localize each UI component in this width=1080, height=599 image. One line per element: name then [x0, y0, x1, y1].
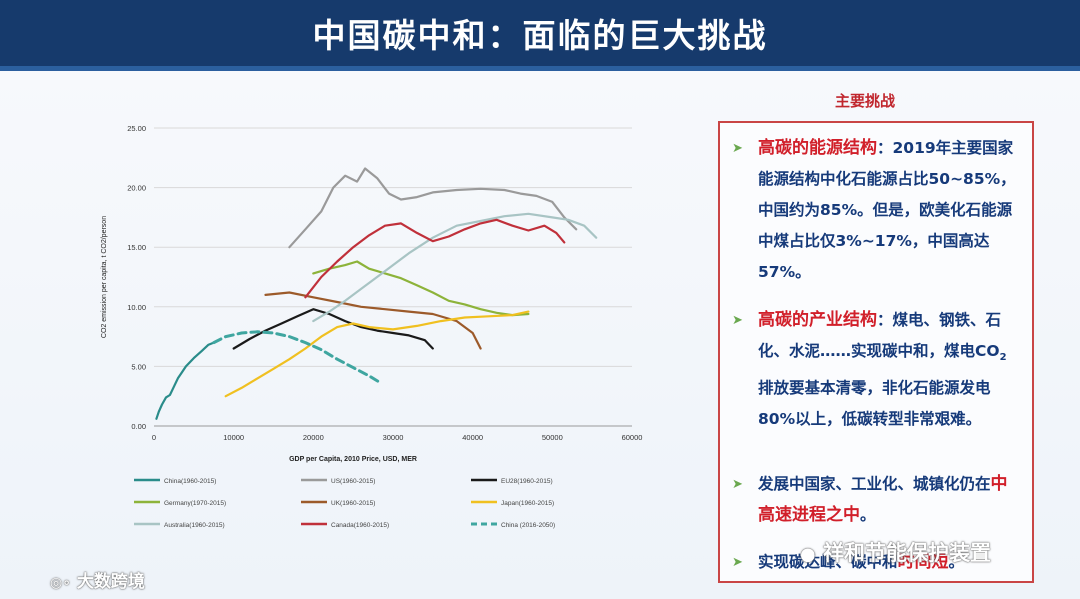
- y-tick-label: 10.00: [127, 303, 146, 312]
- slide-header: 中国碳中和：面临的巨大挑战: [0, 0, 1080, 71]
- arrow-bullet-icon: ➤: [732, 141, 743, 156]
- watermark-right: ● 祥和节能保护装置: [800, 537, 991, 567]
- challenge-text-end: 。: [948, 553, 965, 571]
- slide-title: 中国碳中和：面临的巨大挑战: [312, 16, 768, 55]
- subscript-2: 2: [999, 352, 1007, 364]
- arrow-bullet-icon: ➤: [732, 555, 743, 570]
- watermark-left-text: 大数跨境: [76, 572, 145, 592]
- challenge-text: ：煤电、钢铁、石化、水泥……实现碳中和，煤电CO: [758, 311, 1002, 360]
- x-axis-label: GDP per Capita, 2010 Price, USD, MER: [289, 456, 417, 463]
- legend-label: US(1960-2015): [331, 478, 375, 485]
- challenges-panel: ➤ 高碳的能源结构：2019年主要国家能源结构中化石能源占比50~85%，中国约…: [718, 121, 1034, 583]
- series-line: [304, 218, 566, 299]
- legend-label: China(1960-2015): [164, 478, 216, 485]
- x-tick-label: 0: [152, 433, 156, 442]
- series-line: [232, 308, 434, 350]
- watermark-left: ◎∘ 大数跨境: [50, 567, 145, 592]
- legend-label: Canada(1960-2015): [331, 522, 389, 529]
- legend-label: China (2016-2050): [501, 522, 555, 529]
- x-tick-label: 20000: [303, 433, 324, 442]
- x-tick-label: 40000: [462, 433, 483, 442]
- wechat-logo-icon: ●: [800, 544, 816, 565]
- challenge-text-end: 。: [860, 506, 876, 524]
- x-tick-label: 50000: [542, 433, 563, 442]
- y-tick-label: 15.00: [127, 243, 146, 252]
- series-line: [212, 330, 383, 385]
- series-line: [312, 260, 530, 317]
- arrow-bullet-icon: ➤: [732, 477, 743, 492]
- co2-vs-gdp-chart: 0.00 5.00 10.00 15.00 20.00 25.00 0 10000 20000 3…: [101, 124, 643, 529]
- weibo-logo-icon: ◎∘: [50, 575, 71, 591]
- challenge-heading: 高碳的能源结构: [758, 138, 877, 158]
- challenge-text: 发展中国家、工业化、城镇化仍在: [758, 475, 991, 493]
- panel-title: 主要挑战: [834, 92, 895, 110]
- challenge-item-3: ➤ 发展中国家、工业化、城镇化仍在中高速进程之中。: [732, 469, 1022, 531]
- y-tick-label: 25.00: [127, 124, 146, 133]
- x-tick-label: 60000: [622, 433, 643, 442]
- y-tick-label: 0.00: [131, 422, 146, 431]
- x-tick-label: 10000: [223, 433, 244, 442]
- challenge-highlight: 中高速进程之中: [758, 474, 1008, 525]
- series-line: [312, 212, 598, 323]
- challenge-item-2: ➤ 高碳的产业结构：煤电、钢铁、石化、水泥……实现碳中和，煤电CO2 排放要基本清…: [732, 305, 1022, 435]
- challenge-item-1: ➤ 高碳的能源结构：2019年主要国家能源结构中化石能源占比50~85%，中国约…: [732, 133, 1022, 288]
- series-line: [288, 167, 578, 249]
- challenge-heading: 高碳的产业结构: [758, 310, 877, 330]
- series-line: [155, 341, 215, 420]
- legend-label: Australia(1960-2015): [164, 522, 225, 529]
- y-axis-label: CO2 emission per capita, t CO2/person: [101, 216, 108, 338]
- challenge-text: 实现碳达峰、碳中和: [758, 553, 898, 571]
- y-tick-label: 5.00: [131, 362, 146, 371]
- challenge-item-4: ➤ 实现碳达峰、碳中和时间短。: [732, 547, 1022, 578]
- legend-label: UK(1960-2015): [331, 500, 375, 507]
- watermark-right-text: 祥和节能保护装置: [823, 541, 992, 565]
- legend-label: Japan(1960-2015): [501, 500, 554, 507]
- series-line: [224, 310, 530, 398]
- legend-label: EU28(1960-2015): [501, 478, 553, 485]
- legend-label: Germany(1970-2015): [164, 500, 226, 507]
- arrow-bullet-icon: ➤: [732, 313, 743, 328]
- challenge-text-cont: 排放要基本清零，非化石能源发电80%以上，低碳转型非常艰难。: [758, 379, 991, 429]
- y-tick-label: 20.00: [127, 184, 146, 193]
- challenge-highlight: 时间短: [897, 552, 949, 572]
- x-tick-label: 30000: [383, 433, 404, 442]
- challenge-text: ：2019年主要国家能源结构中化石能源占比50~85%，中国约为85%。但是，欧…: [758, 139, 1016, 281]
